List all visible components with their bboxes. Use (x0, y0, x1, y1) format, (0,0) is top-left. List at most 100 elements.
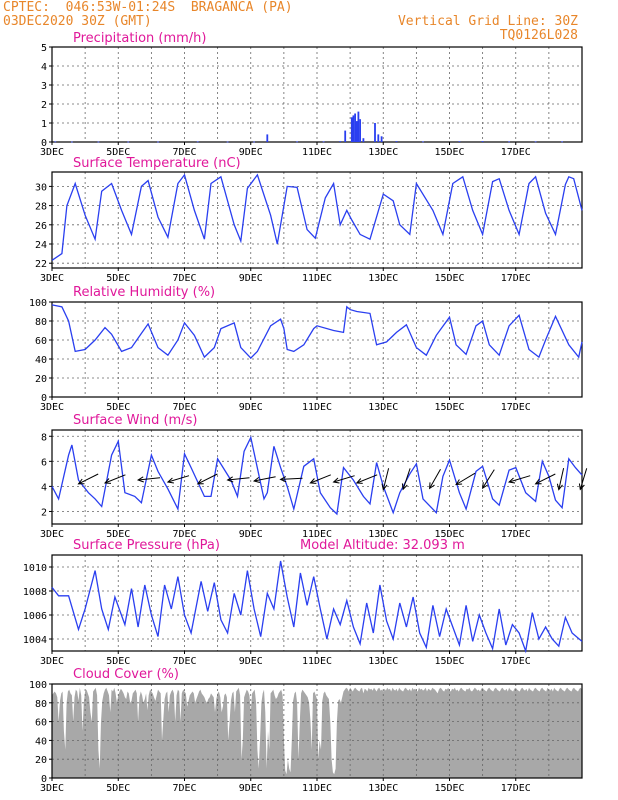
x-tick-label: 11DEC (302, 783, 332, 794)
y-tick-label: 60 (35, 718, 47, 729)
x-tick-label: 15DEC (434, 147, 464, 158)
header-date: 03DEC2020 30Z (GMT) (3, 14, 152, 29)
y-tick-label: 40 (35, 355, 47, 366)
x-tick-label: 3DEC (40, 402, 64, 413)
wind-arrow-head (77, 478, 85, 485)
x-tick-label: 7DEC (172, 402, 196, 413)
x-tick-label: 3DEC (40, 783, 64, 794)
wind-arrow-head (355, 478, 363, 484)
y-tick-label: 24 (35, 240, 47, 251)
x-tick-label: 9DEC (239, 656, 263, 667)
panel-title: Surface Pressure (hPa) (73, 538, 220, 553)
x-tick-label: 11DEC (302, 402, 332, 413)
precip-bar (344, 130, 347, 142)
y-tick-label: 20 (35, 374, 47, 385)
x-tick-label: 15DEC (434, 783, 464, 794)
wind-arrow (579, 468, 588, 490)
precip-bar (458, 141, 461, 142)
wind-arrow-head (166, 477, 174, 484)
y-tick-label: 22 (35, 259, 47, 270)
x-tick-label: 9DEC (239, 273, 263, 284)
series-line (51, 173, 583, 261)
y-tick-label: 28 (35, 202, 47, 213)
wind-arrow (455, 472, 476, 485)
x-tick-label: 9DEC (239, 529, 263, 540)
y-tick-label: 1006 (23, 611, 47, 622)
precip-bar (561, 141, 563, 143)
y-tick-label: 40 (35, 736, 47, 747)
precip-bar (355, 121, 358, 142)
precip-bar (354, 113, 356, 142)
wind-arrow (197, 473, 218, 485)
precip-bar (339, 141, 342, 142)
y-tick-label: 1010 (23, 563, 47, 574)
x-tick-label: 9DEC (239, 147, 263, 158)
y-tick-label: 20 (35, 755, 47, 766)
x-tick-label: 15DEC (434, 529, 464, 540)
y-tick-label: 1004 (23, 635, 47, 646)
wind-arrow (402, 468, 411, 490)
y-tick-label: 0 (41, 393, 47, 404)
y-tick-label: 1 (41, 119, 47, 130)
precip-bar (322, 141, 325, 143)
header-model-code: TQ0126L028 (499, 28, 578, 43)
x-tick-label: 3DEC (40, 273, 64, 284)
precip-bar (54, 141, 57, 143)
panel-title: Relative Humidity (%) (73, 285, 215, 300)
y-tick-label: 2 (41, 507, 47, 518)
y-tick-label: 80 (35, 699, 47, 710)
wind-arrow-head (381, 483, 388, 491)
wind-arrow (78, 473, 99, 485)
precip-bar (97, 141, 100, 143)
wind-arrow-head (578, 483, 585, 491)
wind-arrow-head (508, 477, 516, 484)
x-tick-label: 7DEC (172, 783, 196, 794)
wind-arrow-head (136, 476, 144, 483)
precip-bar (296, 141, 298, 143)
precip-bar (359, 119, 361, 142)
y-tick-label: 4 (41, 482, 47, 493)
y-tick-label: 30 (35, 182, 47, 193)
wind-arrow (382, 468, 390, 490)
x-tick-label: 5DEC (106, 529, 130, 540)
panel-note: Model Altitude: 32.093 m (300, 538, 465, 553)
x-tick-label: 15DEC (434, 273, 464, 284)
precip-bar (362, 138, 365, 142)
precip-bar (157, 141, 159, 143)
precip-bar (266, 134, 269, 142)
y-tick-label: 100 (29, 298, 47, 309)
wind-arrow (227, 477, 250, 481)
precip-bar (422, 141, 424, 143)
y-tick-label: 1008 (23, 587, 47, 598)
precip-bar (377, 134, 380, 142)
precip-bar (380, 136, 383, 142)
y-tick-label: 8 (41, 432, 47, 443)
wind-arrow (138, 477, 161, 481)
precip-bar (374, 123, 376, 142)
precip-bar (352, 115, 355, 142)
wind-arrow-head (279, 476, 287, 483)
x-tick-label: 17DEC (501, 656, 531, 667)
x-tick-label: 15DEC (434, 402, 464, 413)
x-tick-label: 11DEC (302, 656, 332, 667)
wind-arrow (508, 475, 531, 483)
y-tick-label: 26 (35, 221, 47, 232)
wind-arrow-head (429, 482, 435, 490)
precip-bar (357, 111, 360, 142)
series-line (51, 560, 583, 654)
x-tick-label: 9DEC (239, 783, 263, 794)
wind-arrow (104, 474, 126, 484)
wind-arrow-head (332, 477, 340, 484)
x-tick-label: 15DEC (434, 656, 464, 667)
wind-arrow-head (534, 478, 542, 485)
y-tick-label: 2 (41, 100, 47, 111)
header-station: CPTEC: 046:53W-01:24S BRAGANCA (PA) (3, 0, 293, 15)
x-tick-label: 17DEC (501, 402, 531, 413)
x-tick-label: 3DEC (40, 529, 64, 540)
x-tick-label: 7DEC (172, 656, 196, 667)
x-tick-label: 5DEC (106, 273, 130, 284)
precip-bar (71, 141, 73, 143)
x-tick-label: 7DEC (172, 529, 196, 540)
wind-arrow-head (401, 483, 408, 491)
